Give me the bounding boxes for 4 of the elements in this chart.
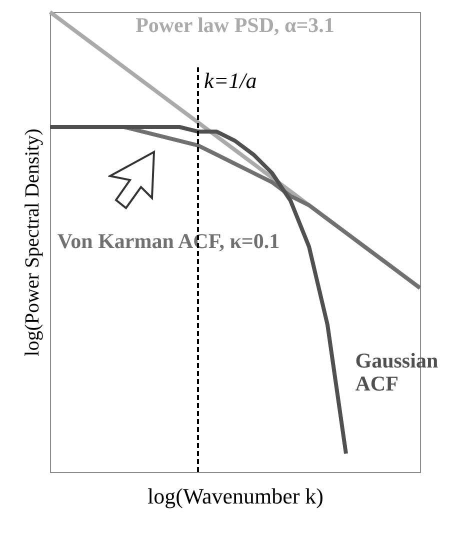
x-axis-title: log(Wavenumber k) xyxy=(148,484,324,508)
series-label: Power law PSD, α=3.1 xyxy=(136,12,334,37)
y-axis-title: log(Power Spectral Density) xyxy=(22,128,44,356)
annotation: k=1/a xyxy=(204,68,257,93)
